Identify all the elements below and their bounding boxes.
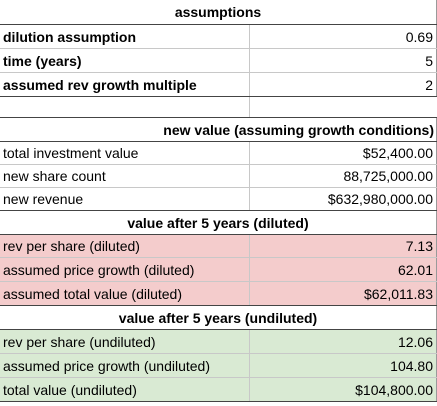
total-value-undiluted-value[interactable]: $104,800.00: [250, 378, 437, 401]
dilution-assumption-value[interactable]: 0.69: [250, 25, 437, 48]
new-value-header: new value (assuming growth conditions): [0, 118, 437, 141]
assumptions-header: assumptions: [0, 0, 437, 24]
new-revenue-value[interactable]: $632,980,000.00: [250, 188, 437, 210]
new-revenue-label: new revenue: [0, 188, 250, 210]
rev-growth-multiple-label: assumed rev growth multiple: [0, 73, 250, 96]
time-years-value[interactable]: 5: [250, 49, 437, 72]
assumption-row-dilution[interactable]: dilution assumption 0.69: [0, 24, 437, 48]
diluted-header-row[interactable]: value after 5 years (diluted): [0, 211, 437, 234]
rev-growth-multiple-value[interactable]: 2: [250, 73, 437, 96]
new-value-row-revenue[interactable]: new revenue $632,980,000.00: [0, 187, 437, 211]
total-value-diluted-value[interactable]: $62,011.83: [250, 282, 437, 305]
undiluted-row-total-value[interactable]: total value (undiluted) $104,800.00: [0, 377, 437, 402]
price-growth-undiluted-label: assumed price growth (undiluted): [0, 354, 250, 377]
new-share-count-label: new share count: [0, 165, 250, 187]
undiluted-header-row[interactable]: value after 5 years (undiluted): [0, 306, 437, 329]
price-growth-diluted-label: assumed price growth (diluted): [0, 258, 250, 281]
rev-per-share-diluted-label: rev per share (diluted): [0, 235, 250, 257]
assumptions-header-row[interactable]: assumptions: [0, 0, 437, 24]
blank-row-divider: [249, 97, 250, 117]
rev-per-share-undiluted-label: rev per share (undiluted): [0, 330, 250, 353]
total-value-diluted-label: assumed total value (diluted): [0, 282, 250, 305]
assumption-row-time[interactable]: time (years) 5: [0, 48, 437, 72]
diluted-row-rev-per-share[interactable]: rev per share (diluted) 7.13: [0, 234, 437, 257]
dilution-assumption-label: dilution assumption: [0, 25, 250, 48]
rev-per-share-diluted-value[interactable]: 7.13: [250, 235, 437, 257]
diluted-header: value after 5 years (diluted): [0, 211, 437, 234]
total-investment-value-label: total investment value: [0, 142, 250, 164]
undiluted-row-rev-per-share[interactable]: rev per share (undiluted) 12.06: [0, 329, 437, 353]
new-value-row-investment[interactable]: total investment value $52,400.00: [0, 141, 437, 164]
diluted-row-total-value[interactable]: assumed total value (diluted) $62,011.83: [0, 281, 437, 306]
rev-per-share-undiluted-value[interactable]: 12.06: [250, 330, 437, 353]
new-share-count-value[interactable]: 88,725,000.00: [250, 165, 437, 187]
total-investment-value[interactable]: $52,400.00: [250, 142, 437, 164]
blank-row[interactable]: [0, 97, 437, 117]
time-years-label: time (years): [0, 49, 250, 72]
price-growth-diluted-value[interactable]: 62.01: [250, 258, 437, 281]
undiluted-row-price-growth[interactable]: assumed price growth (undiluted) 104.80: [0, 353, 437, 377]
diluted-row-price-growth[interactable]: assumed price growth (diluted) 62.01: [0, 257, 437, 281]
price-growth-undiluted-value[interactable]: 104.80: [250, 354, 437, 377]
new-value-row-share-count[interactable]: new share count 88,725,000.00: [0, 164, 437, 187]
undiluted-header: value after 5 years (undiluted): [0, 306, 437, 329]
total-value-undiluted-label: total value (undiluted): [0, 378, 250, 401]
new-value-header-row[interactable]: new value (assuming growth conditions): [0, 117, 437, 141]
assumption-row-growth-multiple[interactable]: assumed rev growth multiple 2: [0, 72, 437, 97]
